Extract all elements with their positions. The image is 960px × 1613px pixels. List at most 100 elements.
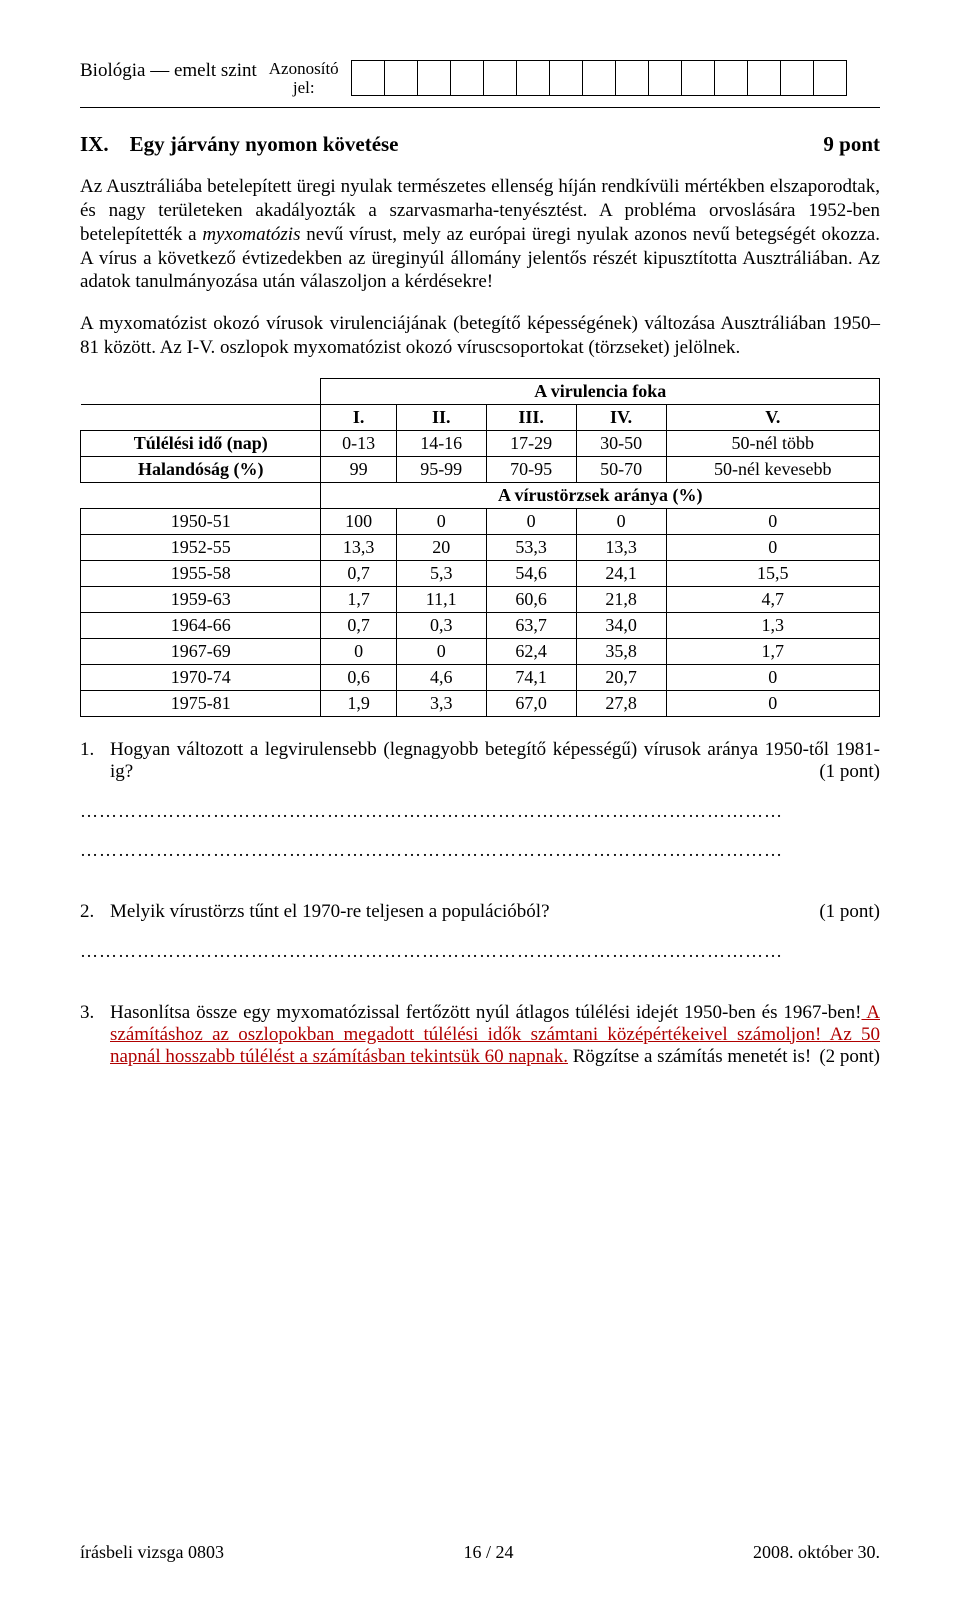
id-cell [780,60,814,96]
id-cell [582,60,616,96]
table-row: A vírustörzsek aránya (%) [81,482,880,508]
footer-left: írásbeli vizsga 0803 [80,1542,224,1563]
value-cell: 67,0 [486,690,576,716]
strains-header: A vírustörzsek aránya (%) [321,482,880,508]
answer-line: ………………………………………………………………………………………………… [80,941,880,962]
value-cell: 27,8 [576,690,666,716]
value-cell: 62,4 [486,638,576,664]
value-cell: 3,3 [396,690,486,716]
id-boxes [351,60,847,96]
intro-paragraph: Az Ausztráliába betelepített üregi nyula… [80,175,880,294]
section-points: 9 pont [823,132,880,157]
table-row: A virulencia foka [81,378,880,404]
virulence-header: A virulencia foka [321,378,880,404]
value-cell: 53,3 [486,534,576,560]
table-row: 1959-631,711,160,621,84,7 [81,586,880,612]
value-cell: 0,7 [321,560,396,586]
question-1: 1. Hogyan változott a legvirulensebb (le… [80,739,880,783]
page-header: Biológia — emelt szint Azonosító jel: [80,60,880,97]
value-cell: 0 [666,534,879,560]
year-cell: 1959-63 [81,586,321,612]
value-cell: 24,1 [576,560,666,586]
id-cell [747,60,781,96]
header-id-label: Azonosító jel: [265,60,343,97]
id-cell [450,60,484,96]
value-cell: 1,7 [321,586,396,612]
id-cell [615,60,649,96]
question-3: 3. Hasonlítsa össze egy myxomatózissal f… [80,1002,880,1068]
q1-points: (1 pont) [819,761,880,783]
value-cell: 0 [321,638,396,664]
value-cell: 1,9 [321,690,396,716]
table-row: Halandóság (%) 99 95-99 70-95 50-70 50-n… [81,456,880,482]
value-cell: 20 [396,534,486,560]
section-title-row: IX. Egy járvány nyomon követése 9 pont [80,132,880,157]
value-cell: 100 [321,508,396,534]
year-cell: 1950-51 [81,508,321,534]
id-cell [648,60,682,96]
footer-center: 16 / 24 [463,1542,513,1563]
id-cell [384,60,418,96]
footer-right: 2008. október 30. [753,1542,880,1563]
table-row: 1950-511000000 [81,508,880,534]
header-subject: Biológia — emelt szint [80,60,257,82]
value-cell: 1,7 [666,638,879,664]
table-row: 1967-690062,435,81,7 [81,638,880,664]
year-cell: 1975-81 [81,690,321,716]
value-cell: 35,8 [576,638,666,664]
value-cell: 60,6 [486,586,576,612]
q1-text-wrap: Hogyan változott a legvirulensebb (legna… [110,739,880,783]
value-cell: 0 [576,508,666,534]
table-row: 1975-811,93,367,027,80 [81,690,880,716]
q1-number: 1. [80,739,110,783]
table-row: I. II. III. IV. V. [81,404,880,430]
table-row: 1970-740,64,674,120,70 [81,664,880,690]
q3-text-wrap: Hasonlítsa össze egy myxomatózissal fert… [110,1002,880,1068]
value-cell: 4,7 [666,586,879,612]
value-cell: 11,1 [396,586,486,612]
question-2: 2. Melyik vírustörzs tűnt el 1970-re tel… [80,901,880,923]
section-title: IX. Egy járvány nyomon követése [80,132,399,157]
year-cell: 1955-58 [81,560,321,586]
year-cell: 1952-55 [81,534,321,560]
value-cell: 0 [666,690,879,716]
value-cell: 54,6 [486,560,576,586]
value-cell: 0,3 [396,612,486,638]
year-cell: 1970-74 [81,664,321,690]
id-cell [549,60,583,96]
value-cell: 4,6 [396,664,486,690]
value-cell: 0 [666,508,879,534]
table-row: Túlélési idő (nap) 0-13 14-16 17-29 30-5… [81,430,880,456]
value-cell: 1,3 [666,612,879,638]
value-cell: 0 [396,638,486,664]
q3-number: 3. [80,1002,110,1068]
id-cell [813,60,847,96]
virulence-table: A virulencia foka I. II. III. IV. V. Túl… [80,378,880,717]
q2-number: 2. [80,901,110,923]
value-cell: 0 [666,664,879,690]
answer-line: ………………………………………………………………………………………………… [80,840,880,861]
q3-points: (2 pont) [819,1046,880,1068]
value-cell: 74,1 [486,664,576,690]
q2-text-wrap: Melyik vírustörzs tűnt el 1970-re teljes… [110,901,880,923]
id-cell [714,60,748,96]
value-cell: 0,6 [321,664,396,690]
page-footer: írásbeli vizsga 0803 16 / 24 2008. októb… [80,1542,880,1563]
table-intro-paragraph: A myxomatózist okozó vírusok virulenciáj… [80,312,880,360]
table-row: 1955-580,75,354,624,115,5 [81,560,880,586]
value-cell: 13,3 [576,534,666,560]
value-cell: 15,5 [666,560,879,586]
id-cell [351,60,385,96]
value-cell: 63,7 [486,612,576,638]
value-cell: 5,3 [396,560,486,586]
year-cell: 1967-69 [81,638,321,664]
value-cell: 20,7 [576,664,666,690]
value-cell: 34,0 [576,612,666,638]
value-cell: 0,7 [321,612,396,638]
year-cell: 1964-66 [81,612,321,638]
header-rule [80,107,880,108]
id-cell [417,60,451,96]
value-cell: 0 [396,508,486,534]
id-cell [681,60,715,96]
value-cell: 21,8 [576,586,666,612]
